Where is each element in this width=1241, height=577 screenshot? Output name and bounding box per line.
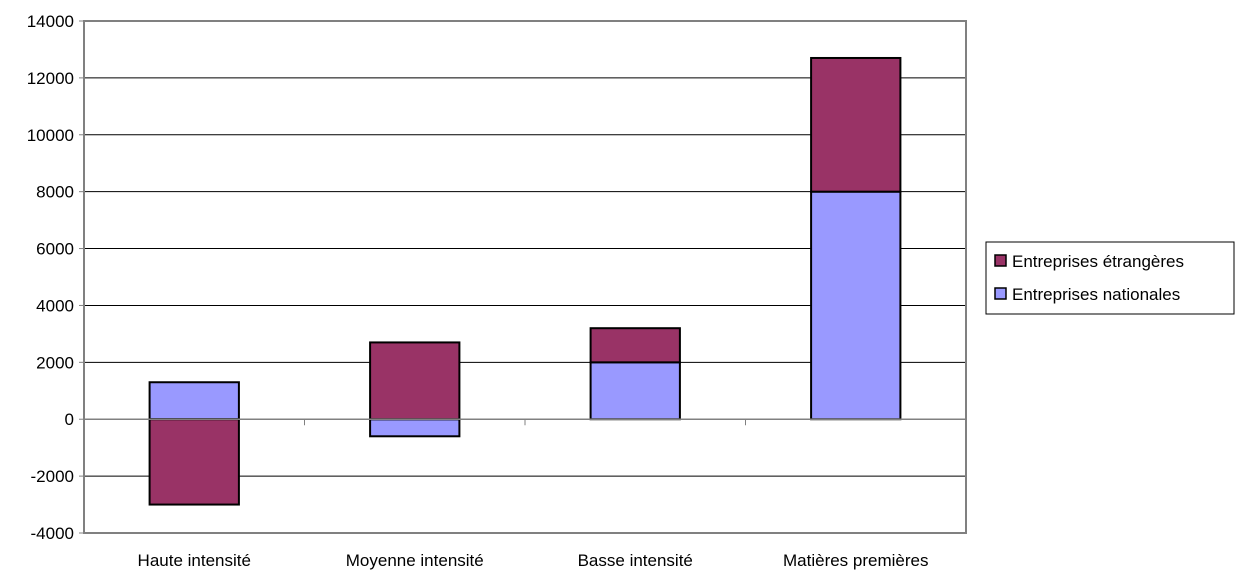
legend-swatch (994, 287, 1007, 300)
y-tick-label: 12000 (27, 69, 74, 88)
y-tick-label: 10000 (27, 126, 74, 145)
legend: Entreprises étrangères Entreprises nation… (985, 241, 1235, 315)
legend-label: Entreprises étrangères (1012, 252, 1184, 271)
x-category-label: Haute intensité (138, 551, 251, 570)
x-category-label: Basse intensité (578, 551, 693, 570)
plot-area (83, 20, 967, 534)
bar-nationales (589, 361, 681, 421)
bar-nationales (810, 190, 902, 421)
bar-nationales (148, 381, 240, 421)
bars (148, 56, 902, 506)
legend-box (985, 241, 1235, 315)
bar-etrangeres (589, 327, 681, 364)
y-tick-label: 14000 (27, 12, 74, 31)
y-tick-label: -4000 (31, 524, 74, 543)
y-tick-label: 6000 (36, 240, 74, 259)
bar-etrangeres (369, 341, 461, 421)
y-tick-label: 0 (65, 410, 74, 429)
bar-etrangeres (148, 418, 240, 506)
legend-label: Entreprises nationales (1012, 285, 1180, 304)
legend-swatch (994, 254, 1007, 267)
y-tick-label: 8000 (36, 183, 74, 202)
bar-nationales (369, 418, 461, 438)
y-tick-label: -2000 (31, 467, 74, 486)
x-category-label: Matières premières (783, 551, 929, 570)
y-tick-label: 2000 (36, 353, 74, 372)
x-category-label: Moyenne intensité (346, 551, 484, 570)
bar-etrangeres (810, 56, 902, 193)
y-tick-label: 4000 (36, 296, 74, 315)
axes: -4000 -2000 0 2000 4000 6000 8000 10000 12000 140… (27, 12, 967, 570)
